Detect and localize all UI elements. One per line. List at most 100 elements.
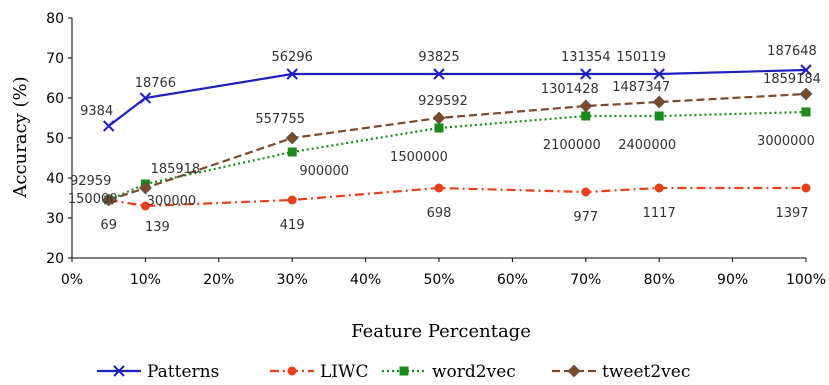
data-label-tweet2vec: 185918 [151,162,201,177]
data-point-liwc [581,187,591,197]
data-label-patterns: 131354 [561,50,611,65]
y-axis-title: Accuracy (%) [10,76,31,198]
x-tick-label: 0% [61,272,83,288]
data-label-patterns: 18766 [135,76,176,91]
marker-stroke [113,365,125,377]
data-point-patterns [102,120,115,132]
series-layer [102,64,813,211]
data-point-word2vec [287,147,297,157]
data-label-tweet2vec: 1301428 [541,82,599,97]
legend-item-liwc: LIWC [270,362,369,382]
data-label-word2vec: 3000000 [757,134,815,149]
marker-stroke [653,68,665,80]
data-label-patterns: 93825 [418,50,459,65]
data-point-tweet2vec [579,99,593,113]
series-line-liwc [108,186,806,208]
x-tick-label: 100% [786,272,826,288]
data-label-liwc: 419 [280,218,305,233]
data-label-patterns: 150119 [616,50,666,65]
y-tick-label: 40 [46,171,64,187]
y-tick-label: 50 [46,131,64,147]
data-label-tweet2vec: 1859184 [763,72,821,87]
legend-swatch-marker [287,366,297,376]
x-axis-title: Feature Percentage [351,321,531,342]
legend-swatch-marker [113,365,125,377]
data-point-patterns [653,68,665,80]
y-tick-label: 30 [46,211,64,227]
legend-swatch-marker [399,366,409,376]
y-tick-label: 80 [46,11,64,27]
data-point-tweet2vec [432,111,446,125]
legend-item-tweet2vec: tweet2vec [552,362,690,382]
data-label-liwc: 977 [573,210,598,225]
data-point-word2vec [654,111,664,121]
x-tick-label: 50% [423,272,454,288]
data-label-tweet2vec: 1487347 [612,80,670,95]
marker-stroke [433,68,445,80]
legend-label: LIWC [320,362,369,382]
legend: Patterns LIWC word2vec tweet2vec [97,362,690,382]
x-tick-label: 40% [350,272,381,288]
y-tick-label: 60 [46,91,64,107]
series-line-tweet2vec [108,92,807,202]
x-tick-label: 20% [203,272,234,288]
marker-stroke [139,92,152,104]
data-label-word2vec: 1500000 [390,150,448,165]
data-label-tweet2vec: 557755 [255,112,305,127]
data-point-tweet2vec [285,131,299,145]
legend-item-word2vec: word2vec [382,362,516,382]
data-point-word2vec [581,111,591,121]
data-point-patterns [433,68,445,80]
data-label-patterns: 9384 [80,104,113,119]
axes: 20 30 40 50 60 70 80 0% 10% 20% 30% 40% 50% 60% 70% 80%… [46,11,826,288]
series-tweet2vec [102,87,813,207]
series-word2vec [104,107,811,205]
data-label-word2vec: 2100000 [543,138,601,153]
data-label-patterns: 187648 [767,44,817,59]
data-label-word2vec: 150000 [68,192,118,207]
data-point-patterns [286,68,298,80]
data-point-liwc [654,183,664,193]
data-point-liwc [140,201,150,211]
data-label-tweet2vec: 929592 [418,94,468,109]
marker-stroke [286,68,298,80]
x-tick-label: 80% [644,272,675,288]
data-label-liwc: 69 [100,218,117,233]
data-label-liwc: 139 [145,220,170,235]
legend-label: tweet2vec [602,362,690,382]
series-line-word2vec [108,110,807,202]
data-point-tweet2vec [102,193,116,207]
legend-item-patterns: Patterns [97,362,219,382]
data-point-patterns [580,68,592,80]
legend-swatch-marker [567,364,581,378]
data-point-liwc [434,183,444,193]
data-label-patterns: 56296 [272,50,313,65]
legend-label: Patterns [147,362,219,382]
x-tick-label: 70% [570,272,601,288]
data-point-tweet2vec [652,95,666,109]
data-point-tweet2vec [138,181,152,195]
data-point-patterns [139,92,152,104]
series-liwc [104,183,811,211]
data-point-liwc [801,183,811,193]
data-label-word2vec: 300000 [147,194,197,209]
x-tick-label: 90% [717,272,748,288]
data-point-tweet2vec [799,87,813,101]
x-tick-label: 10% [130,272,161,288]
data-label-word2vec: 900000 [299,164,349,179]
data-label-liwc: 1117 [643,206,676,221]
data-point-word2vec [801,107,811,117]
y-tick-label: 70 [46,51,64,67]
data-label-liwc: 698 [427,206,452,221]
data-label-tweet2vec: 92959 [70,174,111,189]
marker-stroke [800,64,812,76]
y-tick-label: 20 [46,251,64,267]
data-point-patterns [800,64,812,76]
data-point-word2vec [434,123,444,133]
data-labels-layer: 9384 18766 56296 93825 131354 150119 187648 69 1… [68,44,821,235]
x-tick-label: 30% [277,272,308,288]
marker-stroke [102,120,115,132]
x-tick-label: 60% [497,272,528,288]
data-point-liwc [287,195,297,205]
